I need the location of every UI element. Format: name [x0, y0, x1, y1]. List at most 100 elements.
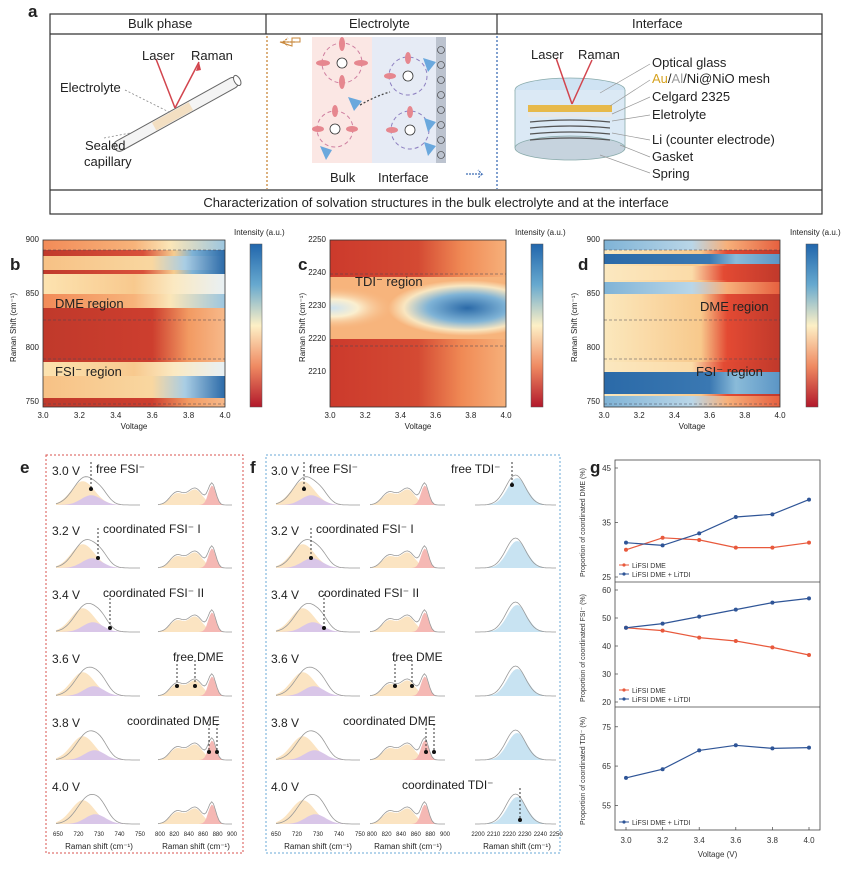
fsi-fill-coord — [276, 750, 360, 760]
tdi-envelope — [475, 601, 556, 633]
dme-fill-coord — [158, 740, 232, 760]
voltage-label: 3.6 V — [271, 652, 300, 666]
voltage-label: 3.2 V — [52, 524, 81, 538]
region-label: TDI⁻ region — [355, 274, 423, 289]
series-line-1 — [625, 597, 810, 629]
fsi-fill — [56, 481, 140, 505]
data-point — [807, 596, 811, 601]
data-point — [697, 537, 702, 542]
x-tick-label: 3.2 — [73, 411, 85, 420]
voltage-label: 3.8 V — [52, 716, 81, 730]
annotation-coord-fsi-2: coordinated FSI⁻ II — [103, 586, 205, 600]
legend-marker — [622, 563, 626, 567]
dme-fill-coord — [158, 676, 232, 696]
data-point — [733, 607, 738, 612]
heatmap-d — [603, 239, 781, 408]
f-x-tick: 880 — [425, 832, 436, 838]
tdi-fill — [475, 797, 556, 824]
dme-fill — [158, 808, 232, 824]
dme-envelope — [369, 545, 445, 569]
colorbar-title: Intensity (a.u.) — [790, 228, 841, 237]
y-tick-label: 2230 — [308, 301, 326, 310]
fsi-fill-coord — [276, 686, 360, 696]
y-tick-label: 55 — [602, 801, 611, 810]
dme-fill — [158, 489, 232, 505]
voltage-label: 3.4 V — [271, 588, 300, 602]
x-tick-label: 3.0 — [324, 411, 336, 420]
dme-fill-coord — [370, 485, 445, 505]
y-tick-label: 800 — [586, 343, 600, 352]
spring-label: Spring — [652, 166, 690, 181]
gasket-label: Gasket — [652, 149, 694, 164]
f-x-title: Raman shift (cm⁻¹) — [374, 842, 442, 851]
data-point — [733, 638, 738, 643]
capillary-label: capillary — [84, 154, 132, 169]
f-x-tick: 2250 — [549, 832, 563, 838]
fsi-fill-coord — [56, 558, 140, 568]
dme-envelope — [157, 609, 232, 633]
data-point — [660, 628, 665, 633]
f-x-tick: 840 — [396, 832, 407, 838]
voltage-label: 4.0 V — [52, 780, 81, 794]
y-tick-label: 2250 — [308, 235, 326, 244]
tdi-envelope — [475, 537, 556, 569]
y-tick-label: 2210 — [308, 367, 326, 376]
y-axis-title: Proportion of coordinated TDI⁻ (%) — [580, 717, 587, 825]
fsi-envelope — [275, 666, 360, 697]
y-tick-label: 75 — [602, 723, 611, 732]
f-x-tick: 800 — [366, 832, 378, 838]
dme-fill — [370, 808, 445, 824]
dme-fill-coord — [158, 485, 232, 505]
voltage-label: 3.0 V — [271, 464, 300, 478]
sealed-label: Sealed — [85, 138, 126, 153]
header-electrolyte: Electrolyte — [349, 16, 410, 31]
e-x-tick: 730 — [93, 832, 105, 838]
dme-fill-coord — [370, 676, 445, 696]
peak-marker-dot — [89, 487, 93, 491]
fsi-fill-coord — [276, 495, 360, 505]
y-tick-label: 40 — [602, 642, 611, 651]
tdi-fill — [475, 733, 556, 760]
y-axis-title: Raman Shift (cm⁻¹) — [9, 292, 18, 362]
legend-label: LiFSI DME — [632, 563, 666, 570]
colorbar-d — [805, 243, 819, 408]
x-tick-label: 3.0 — [598, 411, 610, 420]
e-x-tick: 880 — [212, 832, 223, 838]
x-tick-label: 4.0 — [500, 411, 512, 420]
f-x-tick: 900 — [439, 832, 451, 838]
x-tick-label: 3.0 — [37, 411, 49, 420]
legend-label: LiFSI DME — [632, 688, 666, 695]
fsi-fill — [56, 608, 140, 632]
x-tick-label: 3.8 — [465, 411, 477, 420]
data-point — [624, 775, 628, 780]
panel-a-frame — [49, 13, 823, 215]
dme-fill — [158, 552, 232, 568]
e-x-title: Raman shift (cm⁻¹) — [162, 842, 230, 851]
y-tick-label: 800 — [25, 343, 39, 352]
data-point — [660, 621, 665, 626]
tdi-fill — [475, 541, 556, 568]
colorbar-title: Intensity (a.u.) — [234, 228, 285, 237]
data-point — [624, 625, 628, 630]
dme-fill — [158, 680, 232, 696]
e-x-tick: 900 — [226, 832, 238, 838]
dme-fill — [370, 744, 445, 760]
dme-fill — [158, 616, 232, 632]
y-tick-label: 2240 — [308, 268, 326, 277]
colorbar-title: Intensity (a.u.) — [515, 228, 566, 237]
header-interface: Interface — [632, 16, 683, 31]
dme-envelope — [369, 801, 445, 825]
data-point — [624, 540, 628, 545]
tdi-fill — [475, 478, 556, 505]
legend-marker — [622, 572, 626, 576]
x-tick-label: 4.0 — [219, 411, 231, 420]
data-point — [770, 512, 775, 517]
data-point — [770, 645, 775, 650]
dme-envelope — [369, 482, 445, 506]
legend-marker — [622, 820, 626, 824]
y-tick-label: 45 — [602, 464, 611, 473]
annotation-free-fsi: free FSI⁻ — [309, 462, 359, 476]
panel-letter-c: c — [298, 255, 308, 274]
y-tick-label: 35 — [602, 519, 611, 528]
fsi-envelope — [275, 730, 360, 761]
